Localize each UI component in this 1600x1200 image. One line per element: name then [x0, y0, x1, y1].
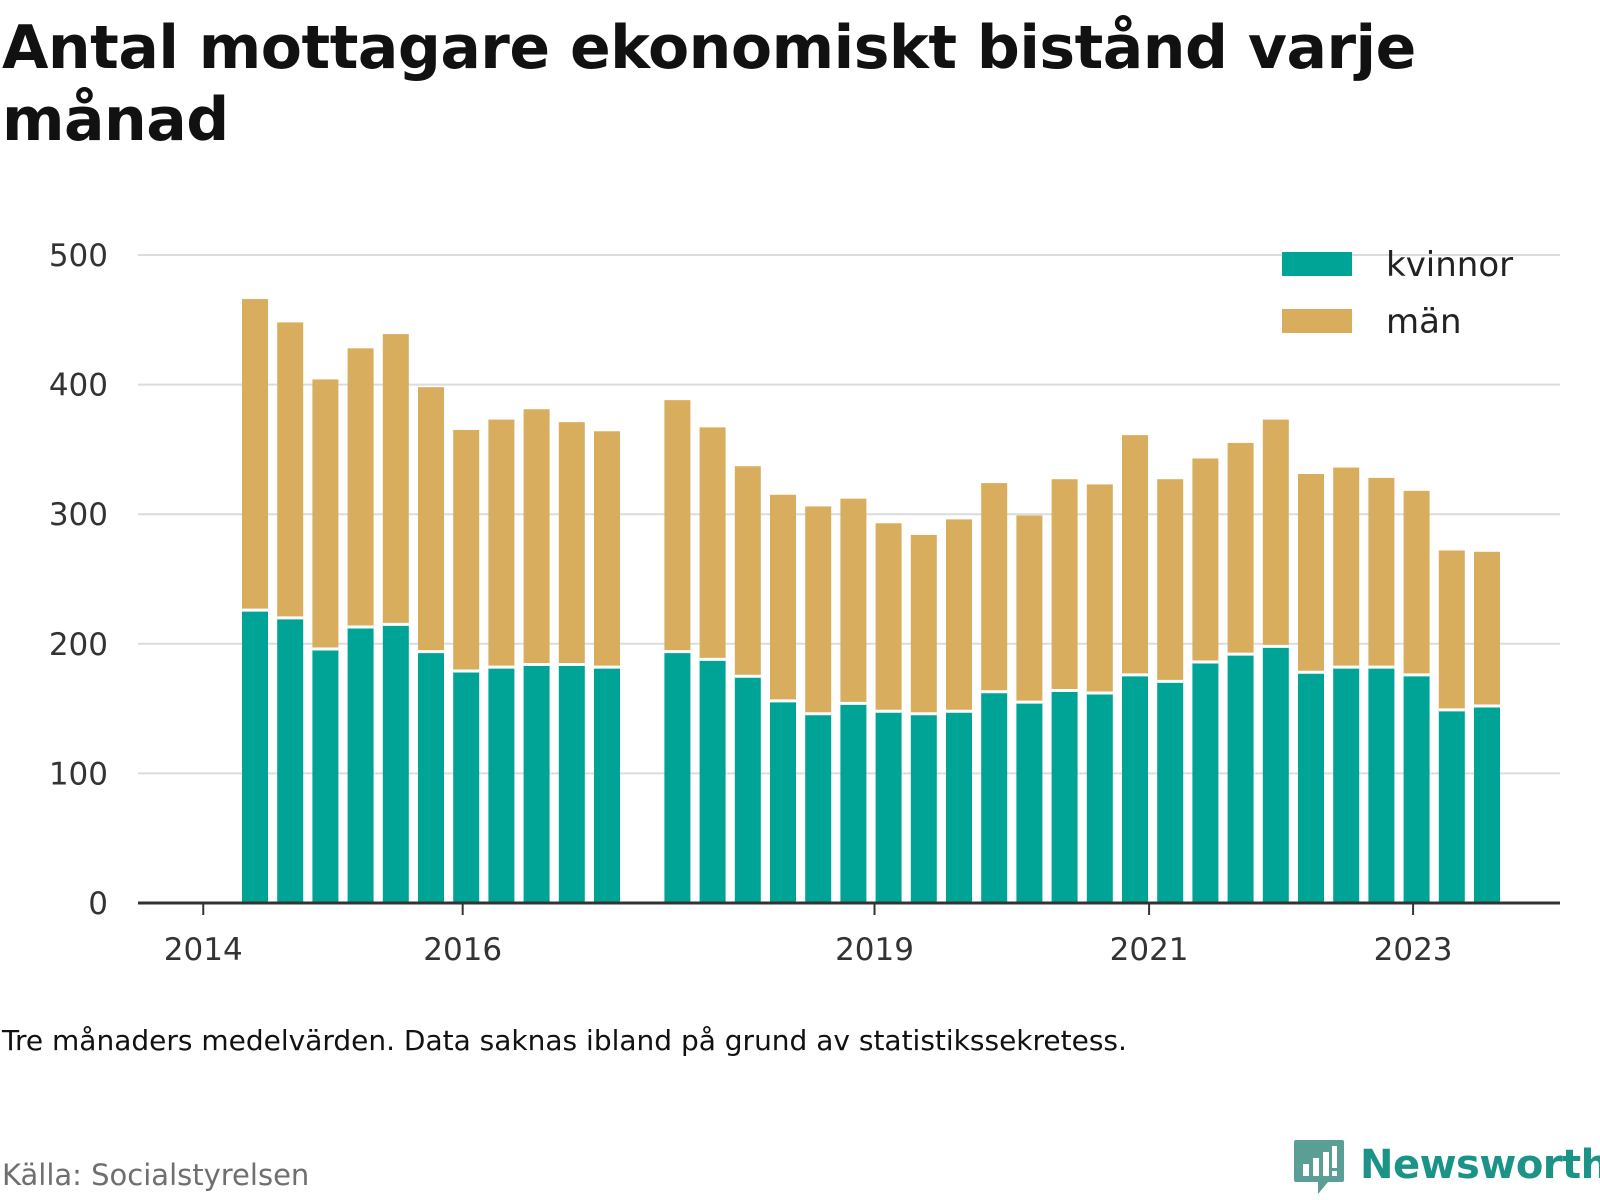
bar-kvinnor — [1086, 693, 1113, 903]
bar-man — [1403, 490, 1430, 675]
bar-man — [1086, 484, 1113, 694]
bar-man — [1262, 419, 1289, 647]
bar-man — [382, 334, 409, 625]
bar-kvinnor — [488, 667, 515, 903]
bar-kvinnor — [1403, 674, 1430, 903]
newsworthy-wordmark: Newsworthy — [1360, 1142, 1600, 1188]
axes: 0 100 200 300 400 500 2014 2016 2019 2021 2023 — [49, 238, 1560, 968]
bar-kvinnor — [1298, 672, 1324, 903]
bar-kvinnor — [1122, 674, 1148, 903]
bar-man — [594, 431, 620, 668]
bar-man — [875, 523, 902, 712]
y-tick-label: 0 — [88, 886, 108, 922]
x-tick-label: 2014 — [164, 932, 243, 968]
bar-kvinnor — [347, 626, 374, 903]
bar-man — [1227, 442, 1254, 655]
bar-man — [1051, 479, 1078, 691]
bar-man — [1298, 474, 1324, 673]
y-tick-label: 300 — [49, 497, 108, 533]
bar-man — [734, 466, 761, 677]
bar-kvinnor — [875, 711, 902, 903]
bar-kvinnor — [523, 664, 550, 903]
bar-man — [840, 498, 867, 704]
x-tick-label: 2023 — [1374, 932, 1453, 968]
bar-man — [946, 519, 972, 712]
legend-label: män — [1386, 302, 1462, 342]
x-tick-label: 2019 — [835, 932, 914, 968]
bar-man — [347, 348, 374, 627]
bar-man — [805, 506, 832, 714]
bar-kvinnor — [1227, 654, 1254, 903]
bar-man — [453, 429, 480, 672]
bar-kvinnor — [558, 664, 585, 903]
bar-man — [699, 427, 726, 660]
legend-label: kvinnor — [1386, 245, 1513, 285]
bar-kvinnor — [312, 648, 339, 903]
bar-kvinnor — [770, 700, 796, 903]
bar-man — [488, 419, 515, 668]
bar-kvinnor — [382, 624, 409, 903]
bar-kvinnor — [981, 691, 1008, 903]
y-tick-label: 500 — [49, 238, 108, 274]
legend-swatch — [1282, 309, 1352, 333]
bar-kvinnor — [699, 659, 726, 903]
footnote: Tre månaders medelvärden. Data saknas ib… — [2, 1024, 1127, 1057]
bar-kvinnor — [242, 610, 268, 903]
newsworthy-logo-icon — [1294, 1140, 1344, 1194]
legend-swatch — [1282, 252, 1352, 276]
bar-kvinnor — [840, 703, 867, 903]
bar-man — [664, 400, 691, 652]
bar-man — [1122, 435, 1148, 675]
bar-series — [242, 299, 1500, 903]
bar-man — [418, 387, 444, 652]
bar-man — [1368, 477, 1395, 668]
y-tick-label: 400 — [49, 368, 108, 404]
bar-kvinnor — [277, 617, 304, 903]
bar-man — [312, 379, 339, 649]
bar-man — [1016, 515, 1043, 703]
bar-kvinnor — [1016, 702, 1043, 903]
bar-kvinnor — [664, 651, 691, 903]
y-tick-label: 100 — [49, 756, 108, 792]
chart-title: Antal mottagare ekonomiskt bistånd varje… — [2, 13, 1416, 155]
bar-kvinnor — [805, 713, 832, 903]
bar-man — [981, 483, 1008, 692]
bar-man — [558, 422, 585, 665]
bar-man — [770, 494, 796, 701]
bar-kvinnor — [1368, 667, 1395, 903]
bar-man — [242, 299, 268, 611]
bar-kvinnor — [453, 671, 480, 903]
x-tick-label: 2021 — [1110, 932, 1189, 968]
bar-man — [1474, 551, 1500, 707]
bar-kvinnor — [418, 651, 444, 903]
bar-kvinnor — [1262, 646, 1289, 903]
bar-kvinnor — [1157, 681, 1184, 903]
bar-kvinnor — [1051, 690, 1078, 903]
bar-kvinnor — [946, 711, 972, 903]
bar-kvinnor — [594, 667, 620, 903]
bar-man — [1438, 550, 1465, 710]
bar-man — [910, 534, 937, 714]
legend: kvinnor män — [1282, 245, 1513, 342]
bar-man — [1192, 458, 1219, 662]
bar-kvinnor — [910, 713, 937, 903]
bar-man — [523, 409, 550, 665]
bar-man — [1333, 467, 1360, 668]
bar-kvinnor — [1333, 667, 1360, 903]
bar-man — [277, 322, 304, 618]
x-tick-label: 2016 — [423, 932, 502, 968]
bar-kvinnor — [1438, 709, 1465, 903]
bar-kvinnor — [734, 676, 761, 903]
source-credit: Källa: Socialstyrelsen — [2, 1158, 310, 1192]
newsworthy-logo: Newsworthy — [1292, 1138, 1600, 1198]
bar-kvinnor — [1192, 661, 1219, 903]
bar-kvinnor — [1474, 706, 1500, 903]
y-tick-label: 200 — [49, 627, 108, 663]
bar-man — [1157, 479, 1184, 682]
